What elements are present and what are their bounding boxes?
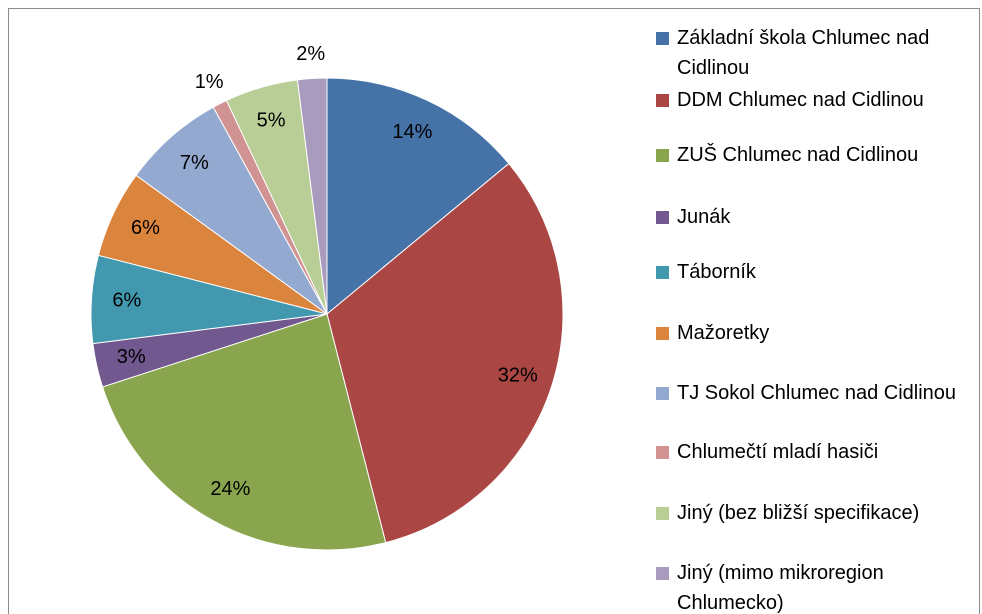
legend-item: ZUŠ Chlumec nad Cidlinou <box>656 140 974 170</box>
legend-label: Junák <box>677 206 731 228</box>
legend-label: Základní škola Chlumec nad Cidlinou <box>677 27 930 79</box>
data-label: 7% <box>180 152 209 174</box>
legend-item: Táborník <box>656 257 974 287</box>
data-label: 5% <box>257 110 286 132</box>
data-label: 3% <box>117 346 146 368</box>
data-label: 24% <box>210 478 250 500</box>
legend-label: Mažoretky <box>677 322 770 344</box>
legend-item: Mažoretky <box>656 318 974 348</box>
pie-slice <box>101 313 387 551</box>
pie-slice <box>326 77 510 316</box>
pie-slice <box>135 106 328 315</box>
legend-label: DDM Chlumec nad Cidlinou <box>677 89 924 111</box>
legend-item: Junák <box>656 202 974 232</box>
legend-swatch <box>656 149 669 162</box>
data-label: 14% <box>392 121 432 143</box>
legend-label: ZUŠ Chlumec nad Cidlinou <box>677 144 919 166</box>
data-label: 6% <box>112 290 141 312</box>
legend-swatch <box>656 446 669 459</box>
legend-swatch <box>656 327 669 340</box>
legend-item: Základní škola Chlumec nad Cidlinou <box>656 23 974 83</box>
data-label: 32% <box>498 364 538 386</box>
legend-swatch <box>656 387 669 400</box>
legend-item: TJ Sokol Chlumec nad Cidlinou <box>656 378 974 408</box>
legend-swatch <box>656 211 669 224</box>
pie-slice <box>326 162 564 544</box>
legend-label: Jiný (bez bližší specifikace) <box>677 502 920 524</box>
chart-frame <box>8 8 980 614</box>
legend-item: Jiný (bez bližší specifikace) <box>656 498 974 528</box>
legend-label: Jiný (mimo mikroregion Chlumecko) <box>677 562 884 614</box>
legend-item: DDM Chlumec nad Cidlinou <box>656 85 974 115</box>
legend-swatch <box>656 94 669 107</box>
legend-label: Táborník <box>677 261 756 283</box>
data-label: 1% <box>195 71 224 93</box>
legend-item: Jiný (mimo mikroregion Chlumecko) <box>656 558 974 614</box>
data-label: 6% <box>131 217 160 239</box>
legend-swatch <box>656 507 669 520</box>
legend-swatch <box>656 266 669 279</box>
legend-item: Chlumečtí mladí hasiči <box>656 437 974 467</box>
legend-label: Chlumečtí mladí hasiči <box>677 441 879 463</box>
pie-area: 14% 32% 24% 3% 6% 6% 7% 1% 5% 2% <box>90 43 564 551</box>
data-label: 2% <box>296 43 325 65</box>
legend-swatch <box>656 567 669 580</box>
legend-swatch <box>656 32 669 45</box>
pie-slice <box>296 77 328 315</box>
legend-label: TJ Sokol Chlumec nad Cidlinou <box>677 382 957 404</box>
